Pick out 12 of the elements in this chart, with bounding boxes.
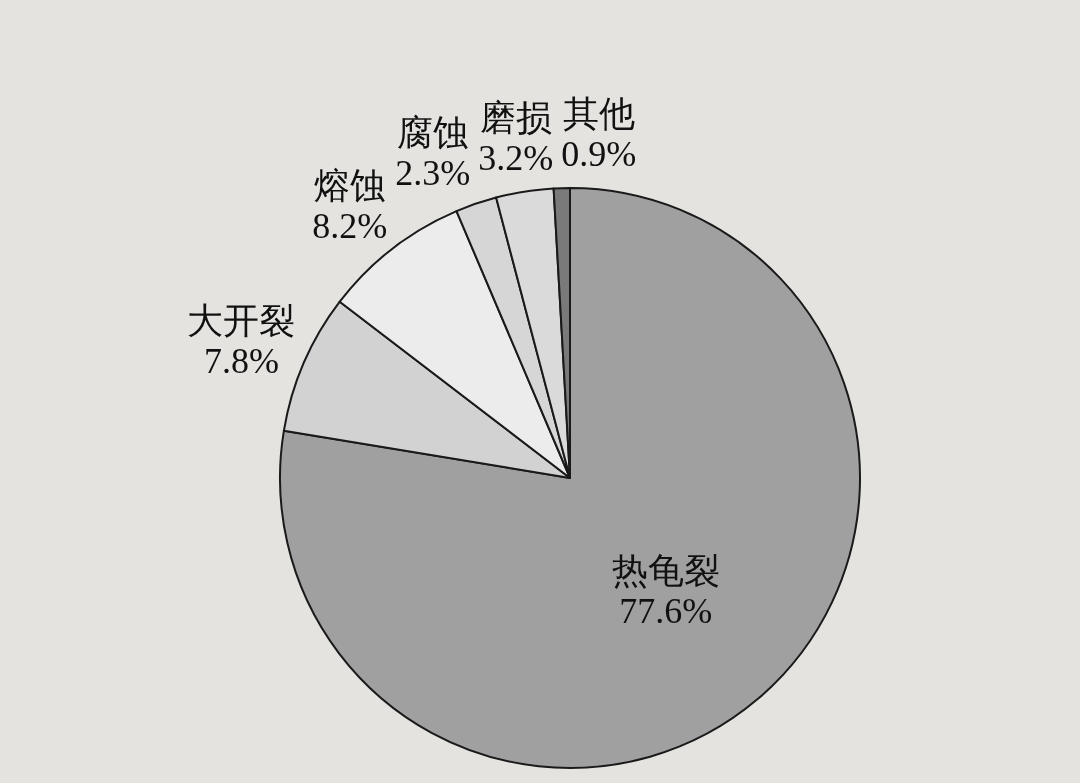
slice-label: 其他 bbox=[562, 94, 635, 135]
data-label: 7.8% bbox=[203, 341, 279, 382]
data-label: 77.6% bbox=[619, 590, 713, 631]
slice-label: 腐蚀 bbox=[396, 112, 469, 153]
data-label: 8.2% bbox=[312, 206, 388, 247]
slice-label: 磨损 bbox=[479, 98, 552, 139]
data-label: 2.3% bbox=[395, 152, 471, 193]
slice-label: 热龟裂 bbox=[611, 550, 720, 591]
slice-label: 大开裂 bbox=[187, 301, 296, 342]
data-label: 0.9% bbox=[561, 134, 637, 175]
data-label: 3.2% bbox=[478, 138, 554, 179]
slice-label: 熔蚀 bbox=[313, 166, 386, 207]
